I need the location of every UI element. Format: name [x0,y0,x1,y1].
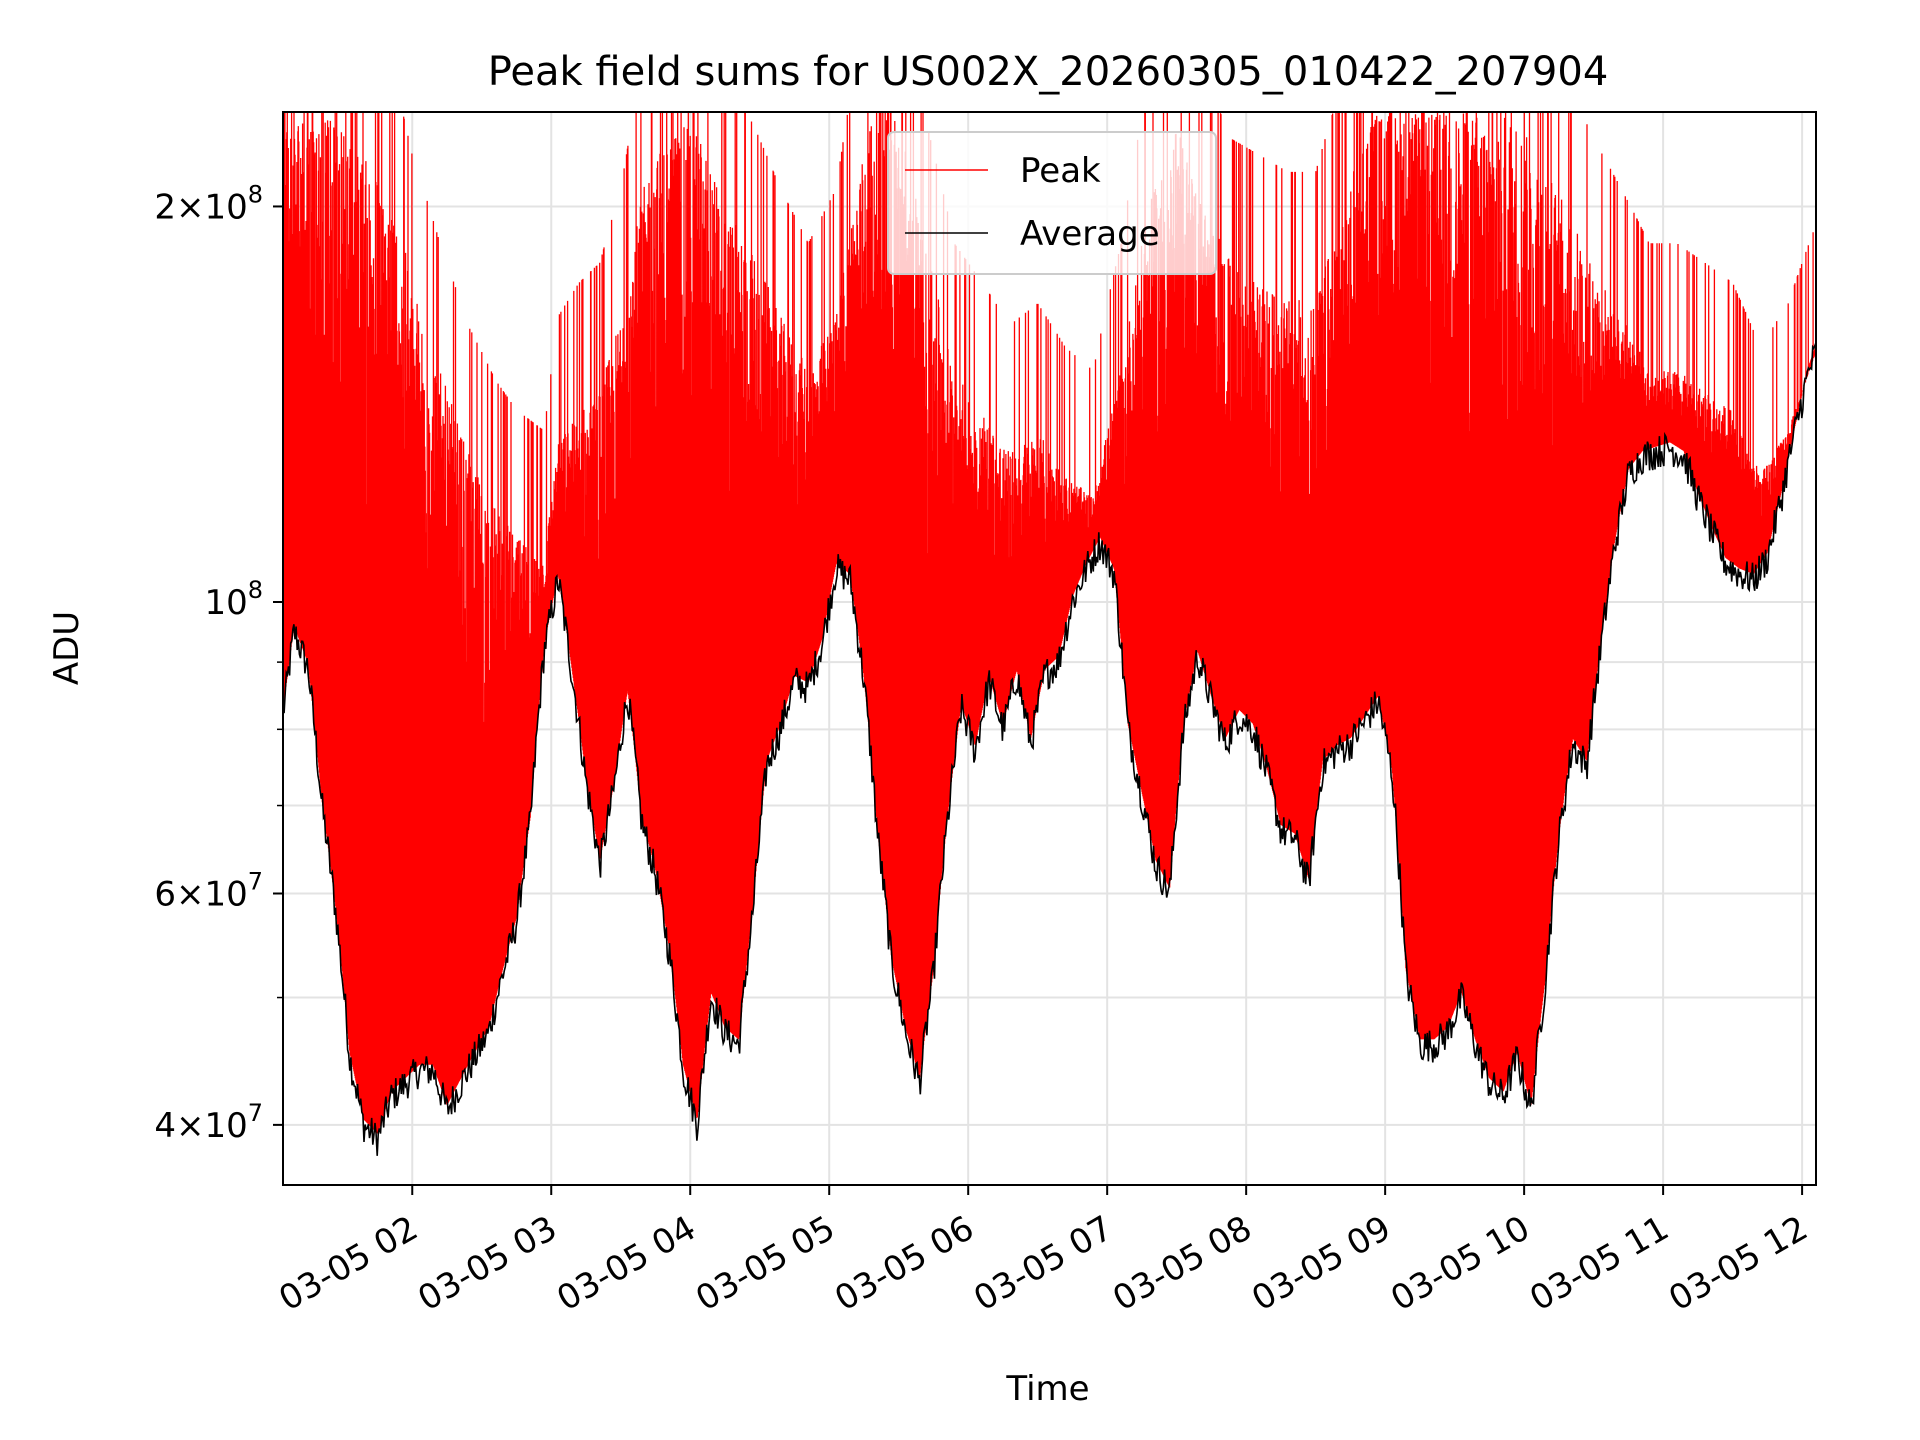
x-axis-label: Time [1005,1369,1089,1409]
y-axis-label: ADU [47,611,87,685]
series-peak [283,112,1816,1134]
series-average [283,342,1816,1156]
axes-frame [282,111,1817,1186]
chart-title: Peak field sums for US002X_20260305_0104… [488,49,1609,95]
y-tick-exponent: 8 [248,576,263,604]
y-tick-label: 4×107 [154,1099,263,1146]
y-tick-label: 2×108 [154,180,263,227]
y-tick-exponent: 8 [248,180,263,208]
legend: Peak Average [887,131,1217,275]
y-tick-label: 6×107 [154,867,263,914]
legend-box [887,131,1217,275]
y-tick-exponent: 7 [248,867,263,895]
series-group [283,112,1816,1156]
legend-label-average: Average [1020,214,1160,254]
y-tick-exponent: 7 [248,1099,263,1127]
legend-label-peak: Peak [1020,151,1101,191]
